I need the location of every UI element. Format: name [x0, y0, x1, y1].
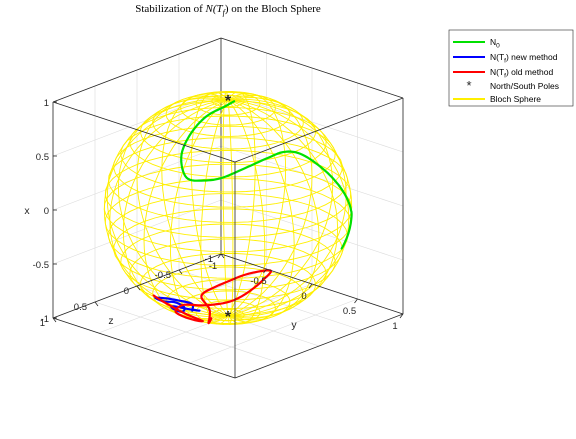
legend-label-old-method: N(Tf) old method: [490, 67, 554, 80]
gridline: [94, 301, 278, 363]
sphere-latitude: [120, 223, 336, 301]
y-tick: [308, 283, 313, 289]
north-pole-marker: *: [225, 93, 232, 110]
z-tick: [220, 253, 225, 259]
x-tick-label: -1: [41, 314, 49, 325]
legend-label-poles: North/South Poles: [490, 81, 559, 91]
sphere-meridian: [227, 91, 256, 317]
x-tick-label: -0.5: [33, 260, 49, 271]
y-tick-label: -0.5: [250, 276, 266, 287]
sphere-meridian: [227, 99, 353, 317]
y-tick-label: 0.5: [343, 306, 356, 317]
legend-label-new-method: N(Tf) new method: [490, 52, 558, 65]
y-tick-label: 0: [301, 291, 306, 302]
sphere-meridian: [200, 99, 229, 325]
axes-box-edge: [220, 37, 404, 99]
legend-entry-new-method: N(Tf) new method: [453, 52, 558, 65]
axes-box-edge: [234, 313, 404, 379]
sphere-meridian: [227, 99, 295, 323]
chart-title: Stabilization of N(Tf) on the Bloch Sphe…: [135, 3, 321, 17]
z-axis-label: z: [108, 315, 113, 327]
sphere-latitude: [113, 125, 343, 208]
sphere-meridian: [227, 99, 234, 326]
legend-entry-n0: N0: [453, 37, 500, 50]
legend-entry-poles: * North/South Poles: [466, 78, 559, 93]
z-tick-label: 0: [124, 286, 129, 297]
z-tick: [178, 269, 183, 275]
bloch-sphere-wireframe: [103, 90, 353, 326]
z-tick-label: 1: [40, 318, 45, 329]
legend: N0 N(Tf) new method N(Tf) old method * N…: [448, 29, 574, 107]
sphere-meridian: [227, 97, 334, 317]
z-tick: [52, 317, 57, 323]
legend-label-sphere: Bloch Sphere: [490, 94, 541, 104]
sphere-meridian: [227, 99, 350, 317]
z-tick: [136, 285, 141, 291]
y-tick: [354, 298, 358, 304]
sphere-meridian: [227, 92, 287, 317]
gridline: [52, 91, 222, 157]
sphere-meridian: [190, 91, 229, 317]
axes-box-edge: [234, 97, 404, 163]
y-tick-label: -1: [209, 261, 217, 272]
legend-label-n0: N0: [490, 37, 500, 50]
sphere-meridian: [227, 99, 320, 321]
sphere-meridian: [227, 99, 266, 325]
x-tick-label: 0.5: [36, 152, 49, 163]
axes-box-edge: [52, 37, 222, 103]
z-tick-label: -0.5: [155, 270, 171, 281]
y-tick: [263, 268, 267, 274]
south-pole-marker: *: [225, 309, 232, 326]
sphere-meridian: [222, 90, 229, 317]
axes-box-back: [52, 37, 404, 318]
old-method-trajectory: [152, 269, 273, 325]
y-tick-label: 1: [392, 321, 397, 332]
gridline: [189, 298, 358, 364]
x-axis-label: x: [24, 205, 30, 217]
x-tick-label: 0: [44, 206, 49, 217]
axes-box-front: [52, 97, 404, 379]
z-tick: [94, 301, 99, 307]
legend-entry-sphere: Bloch Sphere: [453, 94, 541, 104]
axes-box-edge: [52, 317, 236, 379]
legend-entry-old-method: N(Tf) old method: [453, 67, 554, 80]
y-axis-label: y: [291, 319, 297, 331]
sphere-meridian: [136, 95, 229, 317]
sphere-meridian: [106, 99, 229, 317]
y-tick: [399, 313, 404, 319]
sphere-latitude: [113, 208, 343, 291]
sphere-meridian: [161, 93, 229, 317]
z-tick-label: 0.5: [74, 302, 87, 313]
sphere-meridian: [227, 94, 313, 317]
n0-trajectory: [180, 100, 353, 250]
trajectories: **: [152, 93, 353, 326]
sphere-meridian: [227, 99, 339, 319]
z-tick-label: -1: [205, 254, 213, 265]
y-tick: [217, 253, 222, 259]
axes-box-edge: [52, 101, 236, 163]
x-tick-label: 1: [44, 98, 49, 109]
legend-marker-asterisk-icon: *: [466, 78, 471, 93]
